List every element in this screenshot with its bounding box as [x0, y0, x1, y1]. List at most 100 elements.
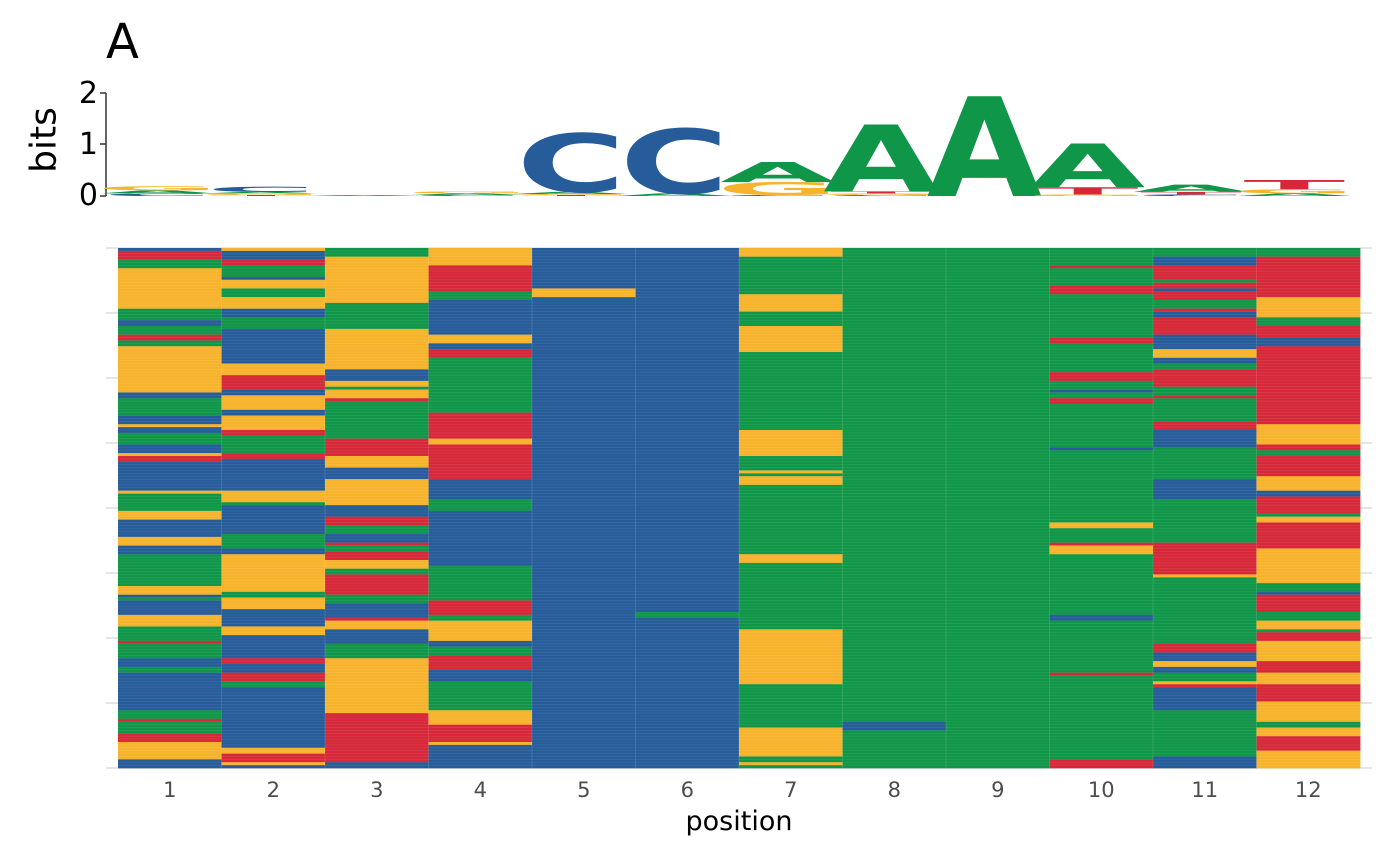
heatmap-cell-C — [428, 510, 533, 515]
logo-letter-G: G — [97, 185, 219, 192]
x-tick-label: 4 — [473, 778, 487, 802]
heatmap-cell-C — [325, 609, 429, 619]
heatmap-cell-A — [842, 450, 947, 465]
heatmap-cell-A — [221, 534, 326, 541]
heatmap-cell-C — [532, 539, 636, 555]
heatmap-cell-T — [1256, 542, 1361, 549]
heatmap-cell-C — [1153, 432, 1257, 442]
heatmap-cell-C — [428, 557, 533, 564]
heatmap-cell-C — [428, 317, 533, 327]
heatmap-cell-T — [428, 432, 533, 439]
heatmap-cell-C — [221, 739, 326, 749]
heatmap-cell-C — [532, 675, 636, 685]
heatmap-cell-T — [1153, 568, 1257, 575]
heatmap-cell-A — [1153, 513, 1257, 523]
heatmap-cell-T — [1256, 736, 1361, 746]
heatmap-cell-G — [221, 603, 326, 610]
heatmap-cell-A — [1049, 568, 1154, 578]
heatmap-cell-T — [1256, 259, 1361, 266]
heatmap-cell-C — [635, 441, 740, 457]
heatmap-cell-G — [221, 297, 326, 301]
heatmap-cell-T — [1049, 542, 1154, 546]
heatmap-cell-G — [1256, 554, 1361, 564]
heatmap-cell-C — [118, 479, 222, 489]
heatmap-cell-G — [325, 328, 429, 338]
heatmap-cell-C — [532, 649, 636, 656]
heatmap-cell-G — [1256, 548, 1361, 555]
heatmap-cell-G — [1256, 756, 1361, 760]
heatmap-cells — [118, 248, 1361, 769]
heatmap-cell-A — [842, 612, 947, 621]
heatmap-cell-A — [1049, 695, 1154, 702]
heatmap-cell-T — [1256, 603, 1361, 607]
heatmap-cell-G — [221, 302, 326, 309]
heatmap-cell-C — [118, 461, 222, 471]
heatmap-cell-A — [1049, 467, 1154, 471]
heatmap-cell-C — [221, 276, 326, 281]
heatmap-cell-C — [221, 484, 326, 491]
heatmap-cell-A — [842, 586, 947, 595]
heatmap-cell-G — [118, 363, 222, 373]
logo-letter-A: A — [410, 193, 525, 195]
heatmap-cell-A — [1153, 508, 1257, 515]
heatmap-cell-G — [118, 536, 222, 546]
heatmap-cell-G — [118, 620, 222, 627]
heatmap-cell-C — [532, 274, 636, 289]
heatmap-cell-A — [1049, 380, 1154, 387]
heatmap-cell-A — [1153, 476, 1257, 480]
heatmap-cell-G — [1256, 562, 1361, 572]
heatmap-cell-G — [325, 337, 429, 347]
heatmap-cell-G — [1256, 718, 1361, 723]
heatmap-cell-A — [842, 444, 947, 451]
heatmap-cell-A — [1049, 666, 1154, 673]
heatmap-cell-A — [739, 695, 843, 699]
heatmap-cell-C — [635, 750, 740, 766]
heatmap-cell-C — [635, 424, 740, 442]
heatmap-cell-T — [325, 617, 429, 621]
heatmap-cell-A — [1153, 747, 1257, 751]
logo-letter-A: A — [100, 189, 215, 194]
heatmap-cell-A — [946, 710, 1050, 728]
heatmap-cell-T — [221, 753, 326, 763]
heatmap-cell-A — [1049, 404, 1154, 408]
heatmap-cell-G — [739, 681, 843, 685]
heatmap-cell-C — [221, 308, 326, 312]
heatmap-cell-T — [1256, 383, 1361, 387]
heatmap-cell-A — [428, 375, 533, 385]
heatmap-cell-A — [842, 649, 947, 671]
heatmap-cell-G — [428, 256, 533, 266]
heatmap-cell-A — [1049, 268, 1154, 275]
heatmap-cell-A — [428, 583, 533, 587]
heatmap-cell-C — [118, 531, 222, 538]
heatmap-cell-G — [325, 389, 429, 399]
heatmap-cell-T — [325, 551, 429, 558]
heatmap-cell-G — [325, 695, 429, 705]
heatmap-cell-T — [428, 724, 533, 734]
heatmap-cell-A — [1049, 274, 1154, 283]
heatmap-cell-G — [118, 291, 222, 295]
heatmap-cell-A — [1049, 646, 1154, 656]
heatmap-cell-C — [635, 583, 740, 595]
heatmap-cell-A — [1049, 487, 1154, 491]
logo-letter-C: C — [723, 195, 832, 197]
heatmap-cell-C — [1153, 340, 1257, 350]
heatmap-cell-A — [739, 282, 843, 286]
heatmap-cell-C — [221, 652, 326, 659]
heatmap-cell-T — [428, 458, 533, 465]
heatmap-cell-A — [946, 664, 1050, 685]
heatmap-cell-G — [221, 560, 326, 567]
heatmap-cell-G — [325, 493, 429, 497]
heatmap-cell-A — [739, 354, 843, 364]
heatmap-cell-A — [946, 412, 1050, 437]
heatmap-cell-C — [428, 308, 533, 315]
heatmap-cell-T — [1256, 412, 1361, 416]
heatmap-cell-A — [842, 747, 947, 763]
heatmap-cell-T — [428, 352, 533, 359]
heatmap-cell-A — [118, 326, 222, 330]
logo-letter-A: A — [1030, 132, 1145, 202]
heatmap-cell-A — [428, 577, 533, 584]
heatmap-cell-A — [1049, 742, 1154, 749]
heatmap-cell-T — [118, 733, 222, 743]
heatmap-cell-A — [1153, 710, 1257, 720]
